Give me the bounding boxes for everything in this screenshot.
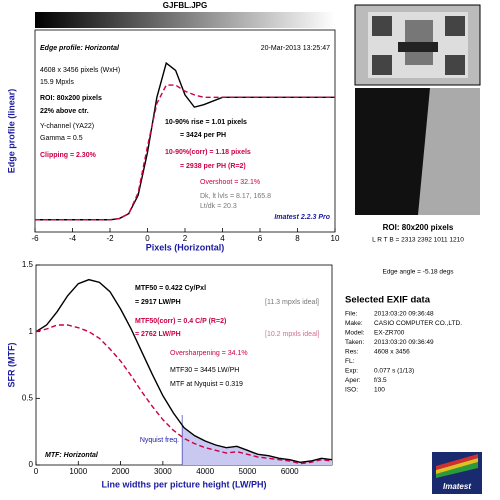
exif-value: 4608 x 3456: [374, 349, 410, 356]
series-line: [35, 278, 333, 464]
nyquist-label: Nyquist freq.: [140, 437, 179, 444]
nyquist-shade: [182, 425, 332, 465]
annotation: ROI: 80x200 pixels: [40, 95, 102, 102]
exif-label: File:: [345, 311, 357, 318]
exif-value: f/3.5: [374, 377, 387, 384]
x-axis-label: Line widths per picture height (LW/PH): [101, 479, 266, 489]
x-tick-label: 2: [183, 234, 188, 243]
exif-table: File: 2013:03:20 09:36:48 Make: CASIO COMPU…: [345, 311, 462, 394]
x-tick-label: 4: [220, 234, 225, 243]
annotation: Gamma = 0.5: [40, 135, 83, 142]
y-tick-label: 1: [29, 327, 34, 336]
exif-value: 2013:03:20 09:36:48: [374, 311, 434, 318]
y-tick-label: 0: [29, 460, 34, 469]
annotation: 10-90%(corr) = 1.18 pixels: [165, 149, 251, 156]
x-tick-label: -6: [31, 234, 39, 243]
x-tick-label: 10: [331, 234, 340, 243]
annotation: [11.3 mpxls ideal]: [265, 299, 319, 306]
annotation: MTF: Horizontal: [45, 452, 99, 459]
annotation: Dk, lt lvls = 8.17, 165.8: [200, 193, 271, 200]
exif-label: Make:: [345, 320, 363, 327]
y-tick-label: 0.5: [22, 393, 34, 402]
exif-label: Model:: [345, 330, 365, 337]
annotation: = 2917 LW/PH: [135, 299, 181, 306]
exif-label: Res:: [345, 349, 359, 356]
x-tick-label: 5000: [239, 467, 257, 476]
y-axis-label: Edge profile (linear): [6, 89, 16, 174]
annotation: 10-90% rise = 1.01 pixels: [165, 119, 247, 126]
annotation: Clipping = 2.30%: [40, 152, 97, 159]
x-tick-label: 2000: [112, 467, 130, 476]
exif-label: FL:: [345, 358, 355, 365]
annotation: 4608 x 3456 pixels (WxH): [40, 67, 120, 74]
x-tick-label: 0: [34, 467, 39, 476]
annotation: MTF50(corr) = 0.4 C/P (R=2): [135, 318, 226, 325]
annotation: Edge profile: Horizontal: [40, 45, 120, 52]
file-title: GJFBL.JPG: [163, 1, 207, 10]
logo-text: Imatest: [443, 482, 471, 491]
x-tick-label: 8: [295, 234, 300, 243]
edge-angle: Edge angle = -5.18 degs: [382, 269, 454, 276]
exif-value: EX-ZR700: [374, 330, 405, 337]
x-tick-label: 1000: [69, 467, 87, 476]
roi-lrtb: L R T B = 2313 2392 1011 1210: [372, 237, 464, 244]
x-axis-label: Pixels (Horizontal): [146, 242, 225, 252]
logo: Imatest: [432, 452, 482, 494]
exif-label: Aper:: [345, 377, 361, 384]
annotation: Imatest 2.2.3 Pro: [274, 214, 330, 221]
annotation: 20-Mar-2013 13:25:47: [261, 45, 330, 52]
series-line: [35, 84, 335, 221]
exif-label: ISO:: [345, 387, 358, 394]
gradient-bar: [35, 12, 335, 28]
y-tick-label: 1.5: [22, 260, 34, 269]
annotation: Oversharpening = 34.1%: [170, 350, 248, 357]
annotation: MTF50 = 0.422 Cy/Pxl: [135, 285, 206, 292]
annotation: MTF at Nyquist = 0.319: [170, 381, 243, 388]
roi-title: ROI: 80x200 pixels: [383, 223, 454, 232]
roi-image: [355, 88, 480, 215]
x-tick-label: -4: [69, 234, 77, 243]
exif-title: Selected EXIF data: [345, 295, 431, 306]
x-tick-label: 6: [258, 234, 263, 243]
exif-label: Taken:: [345, 339, 364, 346]
annotation: 15.9 Mpxls: [40, 79, 74, 86]
annotation: 22% above ctr.: [40, 108, 89, 115]
x-tick-label: 0: [145, 234, 150, 243]
y-axis-label: SFR (MTF): [6, 343, 16, 388]
annotation: Lt/dk = 20.3: [200, 203, 237, 210]
annotation: Y-channel (YA22): [40, 123, 94, 130]
exif-value: 2013:03:20 09:36:49: [374, 339, 434, 346]
series-line: [35, 324, 333, 465]
x-tick-label: 6000: [281, 467, 299, 476]
x-tick-label: 4000: [196, 467, 214, 476]
annotation: [10.2 mpxls ideal]: [265, 331, 320, 338]
exif-value: 100: [374, 387, 385, 394]
exif-label: Exp:: [345, 368, 358, 375]
annotation: = 2762 LW/PH: [135, 331, 181, 338]
annotation: Overshoot = 32.1%: [200, 179, 260, 186]
annotation: MTF30 = 3445 LW/PH: [170, 367, 239, 374]
annotation: = 2938 per PH (R=2): [180, 163, 246, 170]
exif-value: CASIO COMPUTER CO.,LTD.: [374, 320, 462, 327]
exif-value: 0.077 s (1/13): [374, 368, 414, 375]
x-tick-label: -2: [106, 234, 114, 243]
annotation: = 3424 per PH: [180, 132, 226, 139]
chart-thumbnail: [354, 4, 481, 86]
x-tick-label: 3000: [154, 467, 172, 476]
